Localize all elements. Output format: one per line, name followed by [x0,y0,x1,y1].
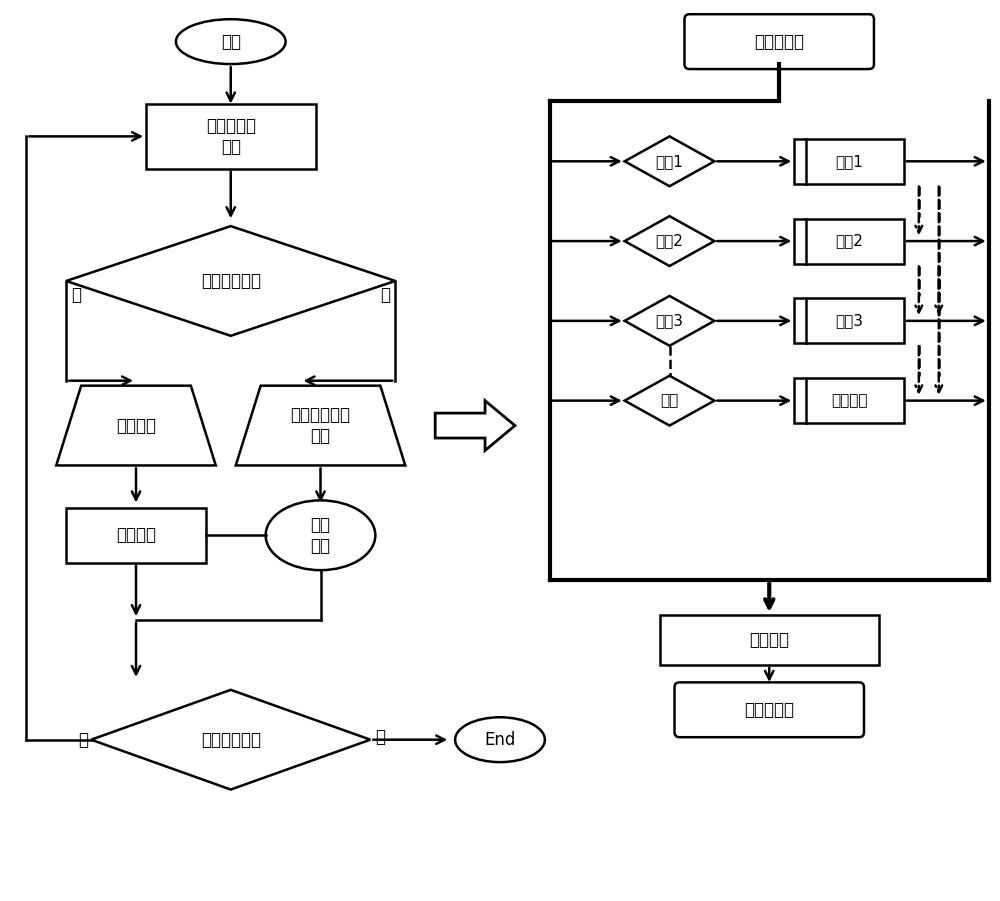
Text: End: End [484,731,516,749]
Ellipse shape [176,19,286,64]
Text: 否: 否 [78,731,88,749]
Text: 使用动态联锁: 使用动态联锁 [201,272,261,290]
Text: 非正常运行
状态: 非正常运行 状态 [206,117,256,156]
FancyBboxPatch shape [684,14,874,69]
Polygon shape [625,296,714,346]
Text: 缺省: 缺省 [660,393,679,408]
Text: 条件1: 条件1 [656,154,683,168]
Bar [66,508,206,563]
Polygon shape [56,386,216,466]
Text: 是: 是 [380,286,390,304]
Bar [660,615,879,665]
Bar [146,104,316,168]
Text: 否: 否 [71,286,81,304]
FancyBboxPatch shape [675,682,864,737]
Bar [794,219,904,263]
Text: 开始: 开始 [221,32,241,50]
Text: 选择：结束: 选择：结束 [744,701,794,719]
Polygon shape [66,226,395,336]
Text: 条件2: 条件2 [656,233,683,249]
Text: 缺省流程: 缺省流程 [831,393,867,408]
Polygon shape [435,401,515,450]
Polygon shape [236,386,405,466]
Text: 人工操作: 人工操作 [116,416,156,434]
Ellipse shape [455,717,545,762]
Text: 组态模块: 组态模块 [749,631,789,649]
Polygon shape [625,136,714,187]
Text: 是: 是 [375,728,385,746]
Bar [794,139,904,184]
Text: 流程1: 流程1 [835,154,863,168]
Text: 条件3: 条件3 [656,314,684,328]
Bar [794,378,904,423]
Ellipse shape [266,500,375,570]
Text: 流程3: 流程3 [835,314,863,328]
Polygon shape [91,690,370,789]
Text: 正常运行状态: 正常运行状态 [201,731,261,749]
Polygon shape [625,376,714,425]
Text: 流程2: 流程2 [835,233,863,249]
Text: 选择应急操作
流程: 选择应急操作 流程 [290,406,351,445]
Text: 执行操作: 执行操作 [116,526,156,544]
Polygon shape [625,216,714,266]
Text: 选择：开始: 选择：开始 [754,32,804,50]
Text: 自动
执行: 自动 执行 [310,516,330,555]
Bar [794,298,904,343]
